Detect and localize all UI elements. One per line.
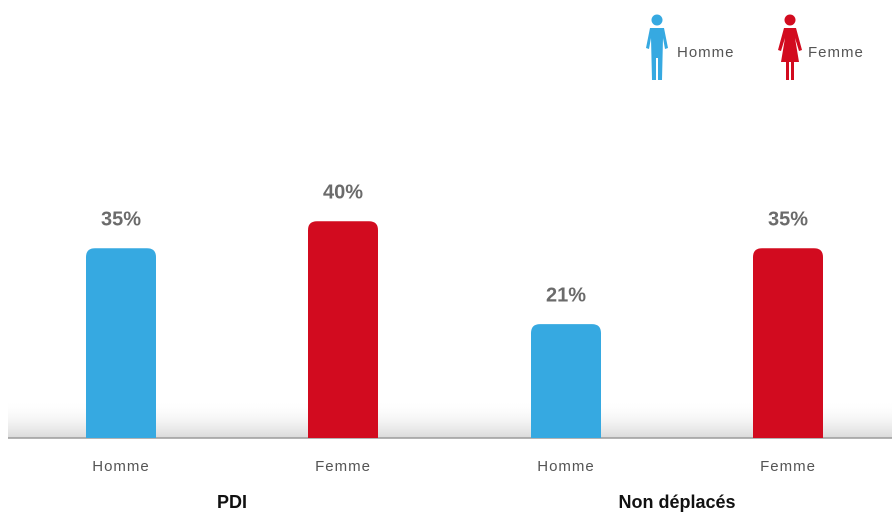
value-label: 35% [768, 209, 808, 231]
legend-label: Homme [677, 44, 735, 61]
legend-icon-body [646, 28, 668, 80]
legend-icon-head [784, 14, 796, 26]
value-label: 35% [101, 209, 141, 231]
series-label: Femme [315, 458, 371, 475]
legend: Homme Femme [646, 14, 864, 80]
legend-label: Femme [808, 44, 864, 61]
bar [531, 324, 601, 438]
category-label: PDI [217, 492, 247, 512]
legend-icon-head [651, 14, 663, 26]
series-label: Homme [92, 458, 150, 475]
value-label: 21% [546, 284, 586, 306]
bar [753, 248, 823, 438]
legend-icon-body [778, 28, 802, 80]
value-label: 40% [323, 181, 363, 203]
bar [308, 221, 378, 438]
series-label: Femme [760, 458, 816, 475]
bar [86, 248, 156, 438]
series-label: Homme [537, 458, 595, 475]
category-label: Non déplacés [618, 492, 735, 512]
